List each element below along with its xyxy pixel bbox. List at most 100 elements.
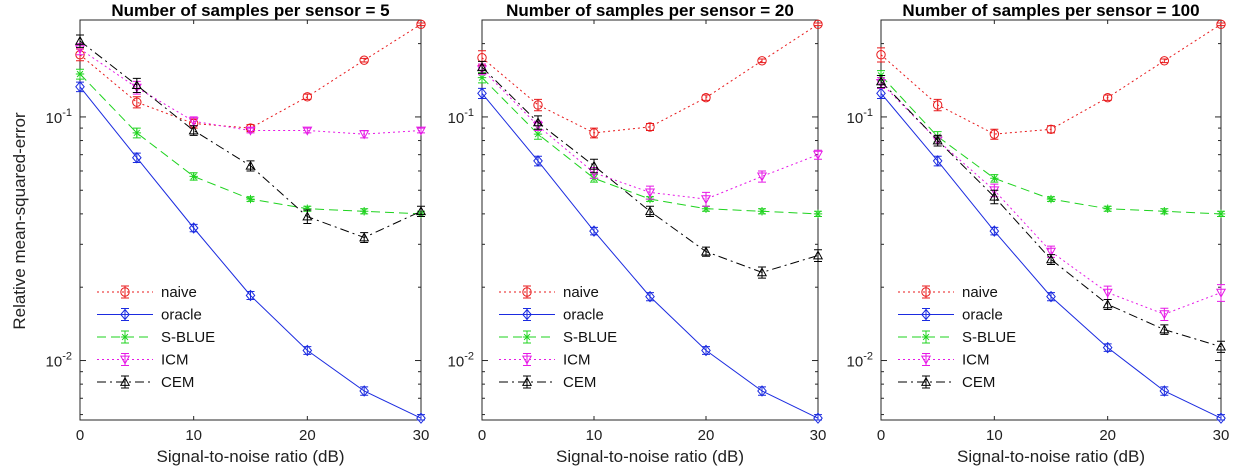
series-oracle <box>75 80 426 424</box>
legend-entry-oracle: oracle <box>898 307 1003 324</box>
data-point-oracle <box>932 155 943 167</box>
data-point-cem <box>476 61 488 72</box>
y-tick-label: 10-1 <box>46 107 72 127</box>
legend: naive oracle S-BLUE ICM CEM <box>97 284 215 391</box>
error-bar-oracle <box>303 346 312 355</box>
error-bar-oracle <box>702 346 710 355</box>
y-axis-label: Relative mean-squared-error <box>10 112 29 330</box>
legend-marker <box>119 376 131 386</box>
data-point-cem <box>756 267 768 277</box>
data-point-cem <box>588 160 600 170</box>
x-tick-label: 30 <box>413 427 430 444</box>
legend-label: oracle <box>962 307 1003 324</box>
data-point-oracle <box>188 222 199 234</box>
data-point-s-blue <box>1216 209 1226 219</box>
data-point-oracle <box>757 385 767 397</box>
data-point-cem <box>812 250 824 260</box>
y-tick-label: 10-2 <box>46 351 72 371</box>
data-point-s-blue <box>359 207 369 216</box>
legend: naive oracle S-BLUE ICM CEM <box>499 284 617 391</box>
panel-2: Number of samples per sensor = 20 Signal-… <box>448 1 827 466</box>
legend-label: naive <box>962 284 998 301</box>
legend-label: oracle <box>563 307 604 324</box>
data-point-cem <box>700 246 712 256</box>
legend-label: ICM <box>161 352 189 369</box>
x-tick-label: 30 <box>810 427 827 444</box>
data-point-naive <box>989 129 1000 139</box>
x-tick-label: 20 <box>698 427 715 444</box>
legend-error-bar <box>523 308 531 321</box>
data-point-icm <box>1215 288 1227 298</box>
error-bar-naive <box>814 22 822 27</box>
data-point-icm <box>756 172 768 182</box>
data-point-naive <box>701 92 711 103</box>
chart-title: Number of samples per sensor = 5 <box>111 1 389 20</box>
data-point-oracle <box>1102 341 1113 354</box>
data-point-naive <box>302 92 313 102</box>
legend-marker <box>522 287 532 297</box>
data-point-oracle <box>75 80 85 93</box>
data-point-s-blue <box>303 204 312 213</box>
data-point-naive <box>932 100 943 110</box>
legend-entry-naive: naive <box>499 284 599 301</box>
data-point-cem <box>1215 341 1227 351</box>
series-cem <box>875 74 1227 353</box>
data-point-icm <box>1159 310 1170 320</box>
data-point-naive <box>1046 124 1056 134</box>
data-point-naive <box>416 19 426 30</box>
legend-marker <box>920 355 932 365</box>
error-bar-naive <box>417 22 425 27</box>
data-point-cem <box>932 135 943 145</box>
error-bar-oracle <box>1103 343 1112 352</box>
x-tick-label: 20 <box>1099 427 1116 444</box>
legend-label: S-BLUE <box>962 329 1016 346</box>
error-bar-icm <box>303 127 312 134</box>
data-point-icm <box>1102 288 1113 298</box>
legend-entry-naive: naive <box>898 284 998 301</box>
legend-entry-cem: CEM <box>499 374 596 391</box>
legend-entry-icm: ICM <box>898 352 990 369</box>
data-point-naive <box>1159 56 1170 66</box>
series-naive <box>876 19 1226 140</box>
x-tick-label: 10 <box>586 427 603 444</box>
panel-3: Number of samples per sensor = 100 Signal… <box>847 1 1230 466</box>
y-tick-label: 10-2 <box>448 351 474 371</box>
x-axis-label: Signal-to-noise ratio (dB) <box>957 447 1145 466</box>
data-point-icm <box>359 130 370 140</box>
x-tick-label: 0 <box>76 427 84 444</box>
legend-marker <box>521 355 533 365</box>
error-bar-naive <box>590 127 598 139</box>
data-point-cem <box>245 160 256 170</box>
legend-entry-icm: ICM <box>499 352 591 369</box>
legend-label: oracle <box>161 307 202 324</box>
legend-error-bar <box>922 308 930 321</box>
series-cem <box>74 34 427 244</box>
error-bar-naive <box>1103 94 1112 101</box>
x-axis-label: Signal-to-noise ratio (dB) <box>156 447 344 466</box>
data-point-s-blue <box>132 128 142 138</box>
data-point-oracle <box>302 344 313 357</box>
error-bar-oracle <box>189 223 198 233</box>
legend-marker <box>522 332 532 342</box>
data-point-s-blue <box>1160 207 1169 216</box>
data-point-s-blue <box>813 209 823 219</box>
data-point-cem <box>131 79 142 90</box>
error-bar-oracle <box>246 291 255 301</box>
plot-area <box>880 19 1222 421</box>
x-tick-label: 10 <box>185 427 202 444</box>
data-point-s-blue <box>990 174 999 183</box>
data-point-icm <box>1045 247 1057 257</box>
data-point-cem <box>644 206 656 216</box>
data-point-icm <box>812 150 824 160</box>
error-bar-naive <box>360 57 369 63</box>
error-bar-icm <box>1217 284 1225 302</box>
data-point-oracle <box>533 155 543 167</box>
legend: naive oracle S-BLUE ICM CEM <box>898 284 1016 391</box>
panel-1: Number of samples per sensor = 5 Signal-t… <box>46 1 430 466</box>
data-point-oracle <box>989 225 1000 237</box>
data-point-oracle <box>1159 385 1170 397</box>
error-bar-naive <box>1217 22 1225 27</box>
data-point-cem <box>302 211 313 221</box>
legend-marker <box>921 308 931 321</box>
